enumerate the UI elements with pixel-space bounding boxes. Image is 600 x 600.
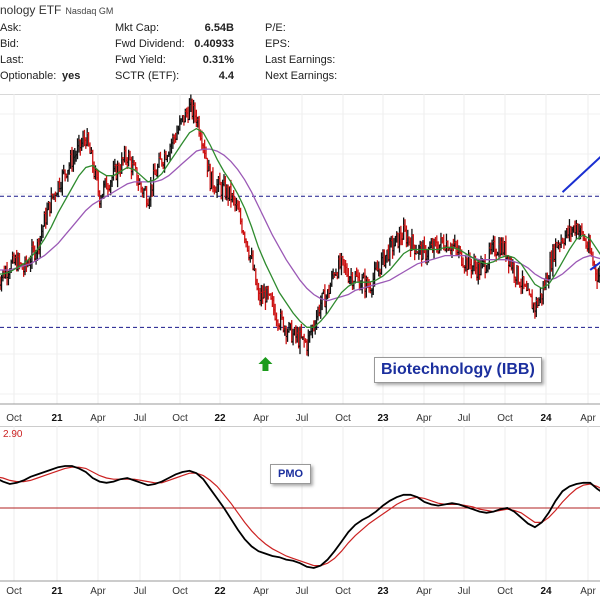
fwd-dividend-value: 0.40933 xyxy=(194,38,234,50)
price-x-tick: 22 xyxy=(214,413,226,424)
price-x-tick: Oct xyxy=(172,413,188,424)
price-x-tick: 23 xyxy=(377,413,389,424)
optionable-label: Optionable: xyxy=(0,70,57,82)
last-label: Last: xyxy=(0,54,24,66)
pmo-x-tick: 22 xyxy=(214,586,226,597)
mktcap-value: 6.54B xyxy=(204,22,234,34)
buy-arrow-icon xyxy=(258,357,273,371)
fwd-dividend-label: Fwd Dividend: xyxy=(115,38,185,50)
moving-averages xyxy=(0,127,600,328)
mktcap-label: Mkt Cap: xyxy=(115,22,160,34)
price-x-tick: 21 xyxy=(51,413,63,424)
pmo-x-axis: Oct 21 Apr Jul Oct 22 Apr Jul Oct 23 Apr Jul Oct 24 Ap… xyxy=(0,580,600,597)
price-x-tick: Oct xyxy=(497,413,513,424)
pmo-x-tick: 24 xyxy=(540,586,552,597)
eps-label: EPS: xyxy=(265,38,291,50)
pmo-x-tick: Oct xyxy=(172,586,188,597)
pmo-x-tick: Apr xyxy=(90,586,106,597)
pmo-x-tick: Apr xyxy=(580,586,596,597)
ask-label: Ask: xyxy=(0,22,22,34)
price-x-tick: Oct xyxy=(6,413,22,424)
last-earnings-label: Last Earnings: xyxy=(265,54,336,66)
price-x-tick: 24 xyxy=(540,413,552,424)
price-x-tick: Apr xyxy=(580,413,596,424)
price-x-tick: Apr xyxy=(416,413,432,424)
pmo-value-readout: 2.90 xyxy=(3,429,23,440)
pmo-signal-line xyxy=(0,466,600,567)
lower-trendline xyxy=(589,261,600,271)
pmo-lines xyxy=(0,465,600,569)
trendlines xyxy=(561,156,600,271)
pmo-x-tick: Jul xyxy=(296,586,309,597)
ma-long-line xyxy=(0,148,600,302)
fwd-yield-value: 0.31% xyxy=(202,54,234,66)
pmo-x-tick: Jul xyxy=(458,586,471,597)
pmo-x-tick: 23 xyxy=(377,586,389,597)
pmo-x-tick: Oct xyxy=(335,586,351,597)
pmo-x-tick: 21 xyxy=(51,586,63,597)
next-earnings-label: Next Earnings: xyxy=(265,70,338,82)
sctr-label: SCTR (ETF): xyxy=(115,70,180,82)
pmo-chart-bg xyxy=(0,426,600,600)
pmo-x-tick: Oct xyxy=(497,586,513,597)
biotech-label: Biotechnology (IBB) xyxy=(374,357,542,383)
price-chart: Oct 21 Apr Jul Oct 22 Apr Jul Oct 23 Apr Jul Oct 24 Ap… xyxy=(0,94,600,426)
pmo-x-tick: Apr xyxy=(416,586,432,597)
price-x-tick: Jul xyxy=(134,413,147,424)
fwd-yield-label: Fwd Yield: xyxy=(115,54,166,66)
sctr-value: 4.4 xyxy=(218,70,234,82)
pmo-label: PMO xyxy=(270,464,312,484)
pmo-chart: Oct 21 Apr Jul Oct 22 Apr Jul Oct 23 Apr Jul Oct 24 Ap… xyxy=(0,426,600,600)
pe-label: P/E: xyxy=(265,22,286,34)
price-x-tick: Jul xyxy=(458,413,471,424)
chart-title: nology ETF Nasdaq GM xyxy=(0,3,113,17)
price-x-tick: Apr xyxy=(90,413,106,424)
ma-short-line xyxy=(0,127,600,328)
optionable-value: yes xyxy=(62,70,81,82)
price-x-tick: Apr xyxy=(253,413,269,424)
pmo-x-tick: Apr xyxy=(253,586,269,597)
pmo-line xyxy=(0,465,600,569)
pmo-x-tick: Jul xyxy=(134,586,147,597)
bid-label: Bid: xyxy=(0,38,19,50)
price-x-tick: Oct xyxy=(335,413,351,424)
etf-name: nology ETF xyxy=(0,3,62,17)
exchange-name: Nasdaq GM xyxy=(65,6,114,16)
pmo-x-tick: Oct xyxy=(6,586,22,597)
price-x-tick: Jul xyxy=(296,413,309,424)
rising-trendline xyxy=(561,156,600,193)
quote-header: nology ETF Nasdaq GM Ask: Bid: Last: Opti… xyxy=(0,0,600,94)
price-x-axis: Oct 21 Apr Jul Oct 22 Apr Jul Oct 23 Apr Jul Oct 24 Ap… xyxy=(0,403,600,424)
price-bars xyxy=(0,94,600,357)
